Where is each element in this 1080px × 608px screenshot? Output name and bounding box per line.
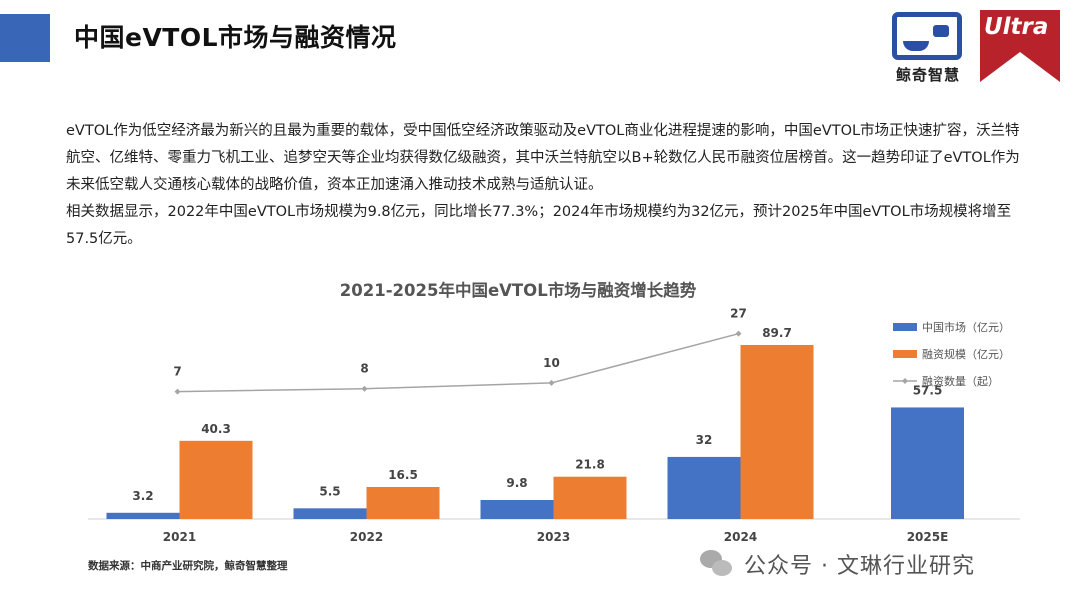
intro-paragraph: eVTOL作为低空经济最为新兴的且最为重要的载体，受中国低空经济政策驱动及eVT… [66,123,1020,193]
label-market-2022: 5.5 [319,484,340,498]
title-accent-bar [0,14,50,62]
legend-swatch-market [893,323,917,331]
jingqi-logo: 鲸奇智慧 [888,12,968,86]
data-source: 数据来源：中商产业研究院，鲸奇智慧整理 [88,560,288,572]
bar-financing-2021 [179,440,253,519]
page-title: 中国eVTOL市场与融资情况 [74,23,397,52]
label-market-2025E: 57.5 [913,383,943,397]
label-count-2023: 10 [543,356,560,370]
point-count-2024 [735,330,742,337]
category-label-2024: 2024 [724,530,757,544]
bar-market-2024 [667,456,741,519]
label-market-2023: 9.8 [506,476,527,490]
label-financing-2023: 21.8 [575,458,605,472]
bar-financing-2023 [553,476,627,519]
legend-label-market: 中国市场（亿元） [922,320,1010,334]
ultra-logo-mountain-icon [980,52,1060,82]
chart-title: 2021-2025年中国eVTOL市场与融资增长趋势 [340,280,697,300]
bar-market-2023 [480,499,554,519]
jingqi-logo-icon [892,12,962,60]
legend-label-count: 融资数量（起） [922,375,999,388]
ultra-logo: Ultra [980,10,1060,82]
label-count-2021: 7 [173,365,181,379]
label-count-2024: 27 [730,307,747,321]
line-financing-count [177,332,739,393]
category-label-2025E: 2025E [907,530,949,544]
ultra-logo-text: Ultra [984,14,1049,40]
label-count-2022: 8 [360,362,368,376]
wechat-icon [700,550,734,578]
label-financing-2024: 89.7 [762,326,792,340]
bar-financing-2022 [366,486,440,519]
wechat-watermark: 公众号 · 文琳行业研究 [700,546,975,582]
legend-marker-count [902,378,908,384]
bar-market-2021 [106,512,180,519]
category-label-2022: 2022 [350,530,383,544]
legend-label-financing: 融资规模（亿元） [922,347,1010,361]
bar-financing-2024 [740,344,814,519]
category-label-2021: 2021 [163,530,196,544]
label-financing-2021: 40.3 [201,422,231,436]
label-market-2021: 3.2 [132,489,153,503]
bar-market-2025E [891,407,964,519]
data-paragraph: 相关数据显示，2022年中国eVTOL市场规模为9.8亿元，同比增长77.3%；… [66,204,1012,247]
jingqi-logo-text: 鲸奇智慧 [895,66,960,84]
point-count-2023 [548,379,555,386]
bar-market-2022 [293,508,367,519]
label-financing-2022: 16.5 [388,468,418,482]
point-count-2021 [174,388,181,395]
point-count-2022 [361,385,368,392]
label-market-2024: 32 [696,433,713,447]
legend-swatch-financing [893,350,917,358]
category-label-2023: 2023 [537,530,570,544]
watermark-text: 公众号 · 文琳行业研究 [744,554,975,579]
